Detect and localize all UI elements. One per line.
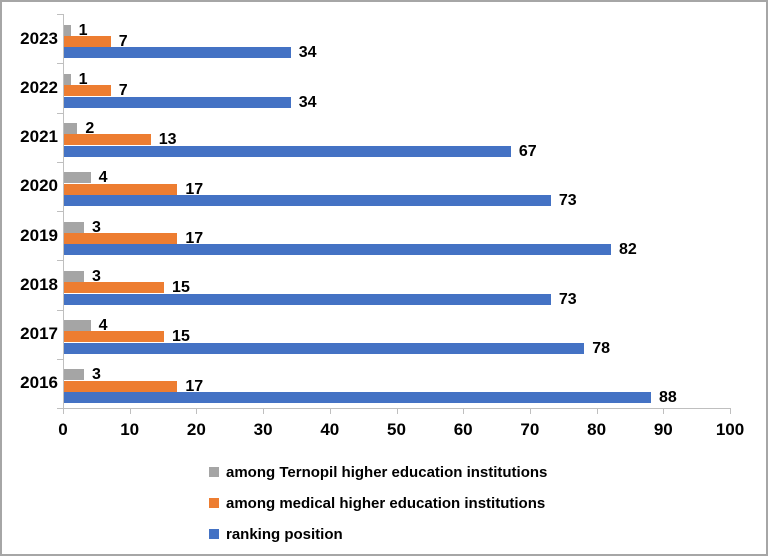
bar-value-label: 13	[158, 131, 177, 149]
bar-value-label: 7	[118, 32, 128, 50]
x-tick-label: 30	[253, 420, 273, 439]
legend-item-ternopil: among Ternopil higher education institut…	[209, 462, 547, 482]
bar-ternopil	[64, 270, 84, 282]
y-axis-line	[63, 14, 64, 408]
x-tick-label: 10	[120, 420, 140, 439]
bar-ranking-position	[64, 244, 611, 256]
legend-label-ternopil: among Ternopil higher education institut…	[226, 463, 548, 481]
bar-value-label: 17	[185, 229, 204, 247]
bar-ternopil	[64, 123, 78, 134]
x-tick-label: 50	[387, 420, 406, 439]
bar-medical	[64, 232, 178, 244]
y-axis-tick	[57, 309, 63, 311]
x-axis-tick	[663, 408, 665, 414]
bar-value-label: 3	[92, 218, 101, 236]
bar-value-label: 88	[658, 389, 677, 407]
bar-medical	[64, 331, 165, 343]
bar-value-label: 34	[298, 44, 317, 62]
y-axis-tick	[57, 408, 63, 409]
bar-value-label: 17	[185, 180, 204, 198]
y-axis-tick	[57, 14, 63, 15]
y-category-label: 2022	[20, 77, 58, 97]
x-axis-tick	[596, 408, 598, 414]
x-axis-tick	[329, 408, 331, 414]
bar-value-label: 4	[98, 317, 108, 334]
y-category-label: 2017	[20, 324, 58, 344]
x-tick-label: 20	[186, 420, 206, 439]
bar-medical	[64, 134, 151, 146]
legend-label-ranking: ranking position	[226, 525, 343, 543]
legend-item-ranking: ranking position	[209, 524, 547, 544]
y-category-label: 2019	[20, 225, 58, 245]
bar-ternopil	[64, 221, 84, 233]
bar-ranking-position	[64, 342, 585, 354]
bar-value-label: 15	[172, 328, 190, 346]
x-axis-tick	[263, 408, 265, 414]
bar-ternopil	[64, 73, 71, 85]
bar-value-label: 1	[78, 70, 88, 88]
bar-medical	[64, 85, 111, 97]
y-axis-tick	[57, 63, 63, 65]
x-axis-tick	[396, 408, 398, 414]
bar-value-label: 15	[172, 279, 190, 297]
x-tick-label: 70	[520, 420, 540, 439]
y-axis-tick	[57, 112, 63, 114]
legend-item-medical: among medical higher education instituti…	[209, 493, 547, 513]
x-axis-tick	[730, 408, 731, 414]
x-axis-tick	[463, 408, 465, 414]
y-category-label: 2020	[20, 176, 58, 196]
x-tick-label: 100	[715, 420, 745, 439]
x-axis-tick	[196, 408, 198, 414]
bar-medical	[64, 380, 178, 392]
bar-ranking-position	[64, 145, 511, 157]
y-category-label: 2016	[20, 373, 58, 393]
bar-value-label: 78	[592, 339, 611, 357]
bar-value-label: 73	[558, 192, 577, 210]
x-tick-label: 60	[453, 420, 473, 439]
x-tick-label: 80	[587, 420, 607, 439]
bar-value-label: 73	[558, 290, 577, 308]
x-tick-label: 0	[58, 420, 68, 439]
legend-swatch-gray	[209, 467, 219, 477]
bar-value-label: 34	[298, 93, 317, 111]
x-tick-label: 40	[320, 420, 340, 439]
x-tick-label: 90	[653, 420, 673, 439]
bar-value-label: 3	[92, 366, 101, 384]
y-axis-tick	[57, 260, 63, 262]
bar-ternopil	[64, 320, 91, 331]
bar-value-label: 4	[98, 169, 108, 187]
bar-ternopil	[64, 24, 71, 36]
y-axis-tick	[57, 211, 63, 212]
bar-ranking-position	[64, 47, 291, 59]
bar-medical	[64, 35, 111, 47]
bar-value-label: 67	[518, 142, 537, 160]
y-category-label: 2023	[20, 28, 58, 48]
bar-value-label: 3	[92, 267, 101, 285]
bar-value-label: 2	[85, 120, 95, 137]
y-axis-tick	[57, 161, 63, 163]
bar-medical	[64, 183, 178, 195]
bar-ternopil	[64, 369, 84, 381]
bar-ranking-position	[64, 392, 651, 404]
y-category-label: 2018	[20, 274, 58, 294]
x-axis-tick	[529, 408, 531, 414]
legend-label-medical: among medical higher education instituti…	[226, 494, 546, 512]
x-axis-tick	[129, 408, 131, 414]
y-category-label: 2021	[20, 127, 58, 147]
bar-value-label: 7	[118, 82, 128, 100]
legend-swatch-blue	[209, 529, 219, 539]
legend: among Ternopil higher education institut…	[209, 462, 547, 544]
bar-medical	[64, 282, 165, 294]
y-axis-tick	[57, 358, 63, 360]
bar-value-label: 82	[618, 241, 637, 259]
bar-value-label: 17	[185, 377, 204, 395]
x-axis-tick	[63, 408, 64, 414]
bar-ranking-position	[64, 195, 551, 207]
bar-ranking-position	[64, 96, 291, 108]
bar-ternopil	[64, 172, 91, 184]
bar-value-label: 1	[78, 21, 88, 39]
legend-swatch-orange	[209, 498, 219, 508]
bar-ranking-position	[64, 293, 551, 305]
